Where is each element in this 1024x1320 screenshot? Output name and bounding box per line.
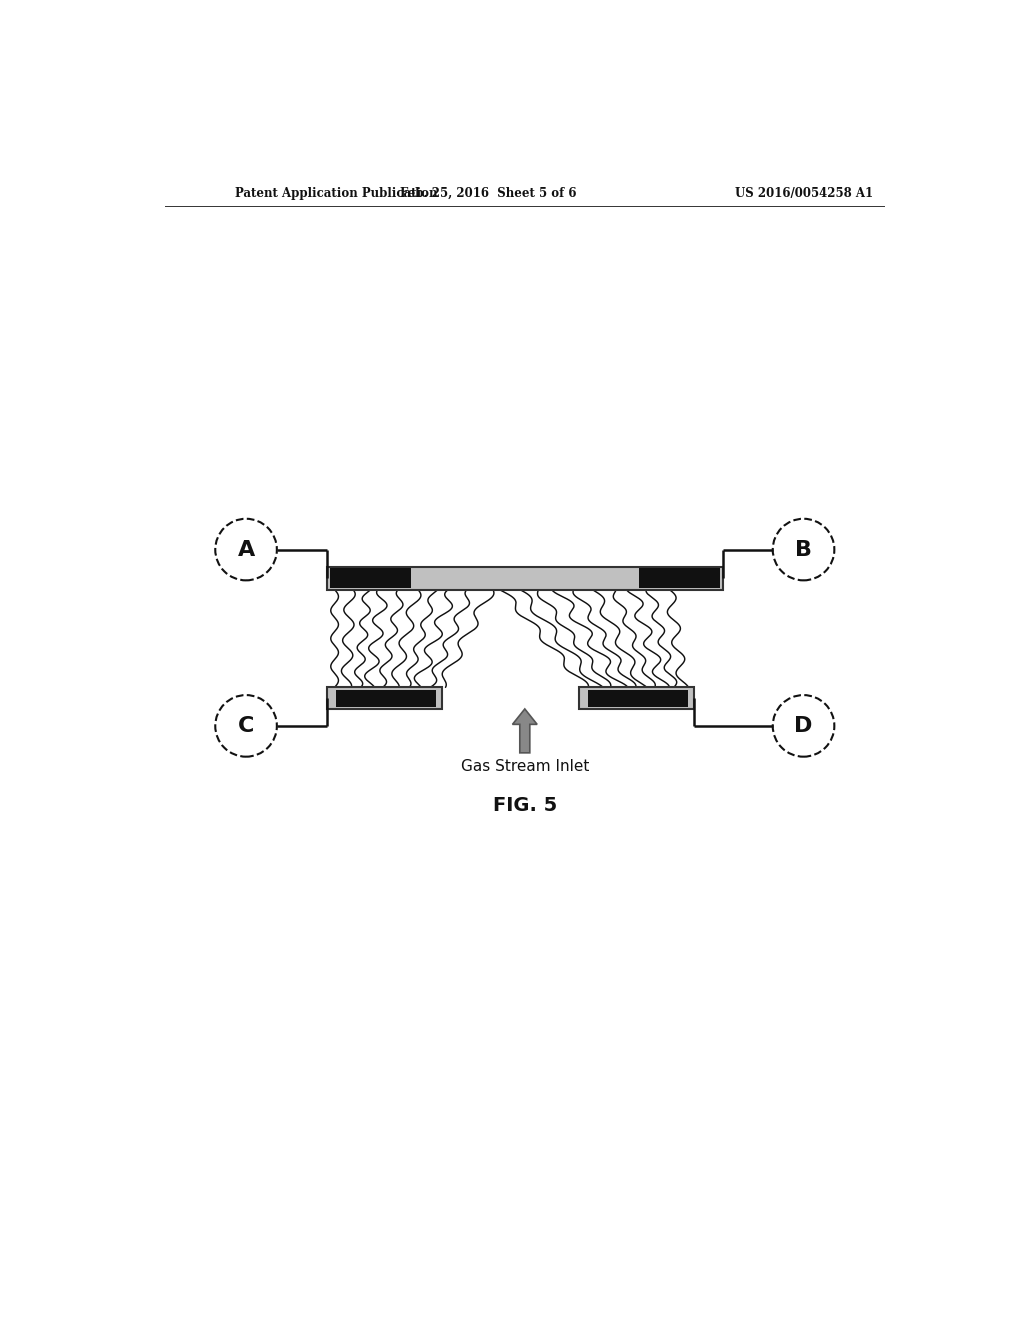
Text: B: B [795, 540, 812, 560]
Text: Patent Application Publication: Patent Application Publication [234, 186, 437, 199]
Text: FIG. 5: FIG. 5 [493, 796, 557, 814]
Text: Feb. 25, 2016  Sheet 5 of 6: Feb. 25, 2016 Sheet 5 of 6 [400, 186, 577, 199]
Bar [588, 690, 688, 706]
Text: D: D [795, 715, 813, 735]
Text: A: A [238, 540, 255, 560]
Text: US 2016/0054258 A1: US 2016/0054258 A1 [735, 186, 873, 199]
Bar [327, 688, 442, 709]
Polygon shape [512, 709, 538, 752]
Bar [336, 690, 436, 706]
Bar [327, 566, 723, 590]
Bar [330, 568, 411, 589]
Text: Gas Stream Inlet: Gas Stream Inlet [461, 759, 589, 774]
Bar [639, 568, 720, 589]
Text: C: C [238, 715, 254, 735]
Bar [579, 688, 694, 709]
